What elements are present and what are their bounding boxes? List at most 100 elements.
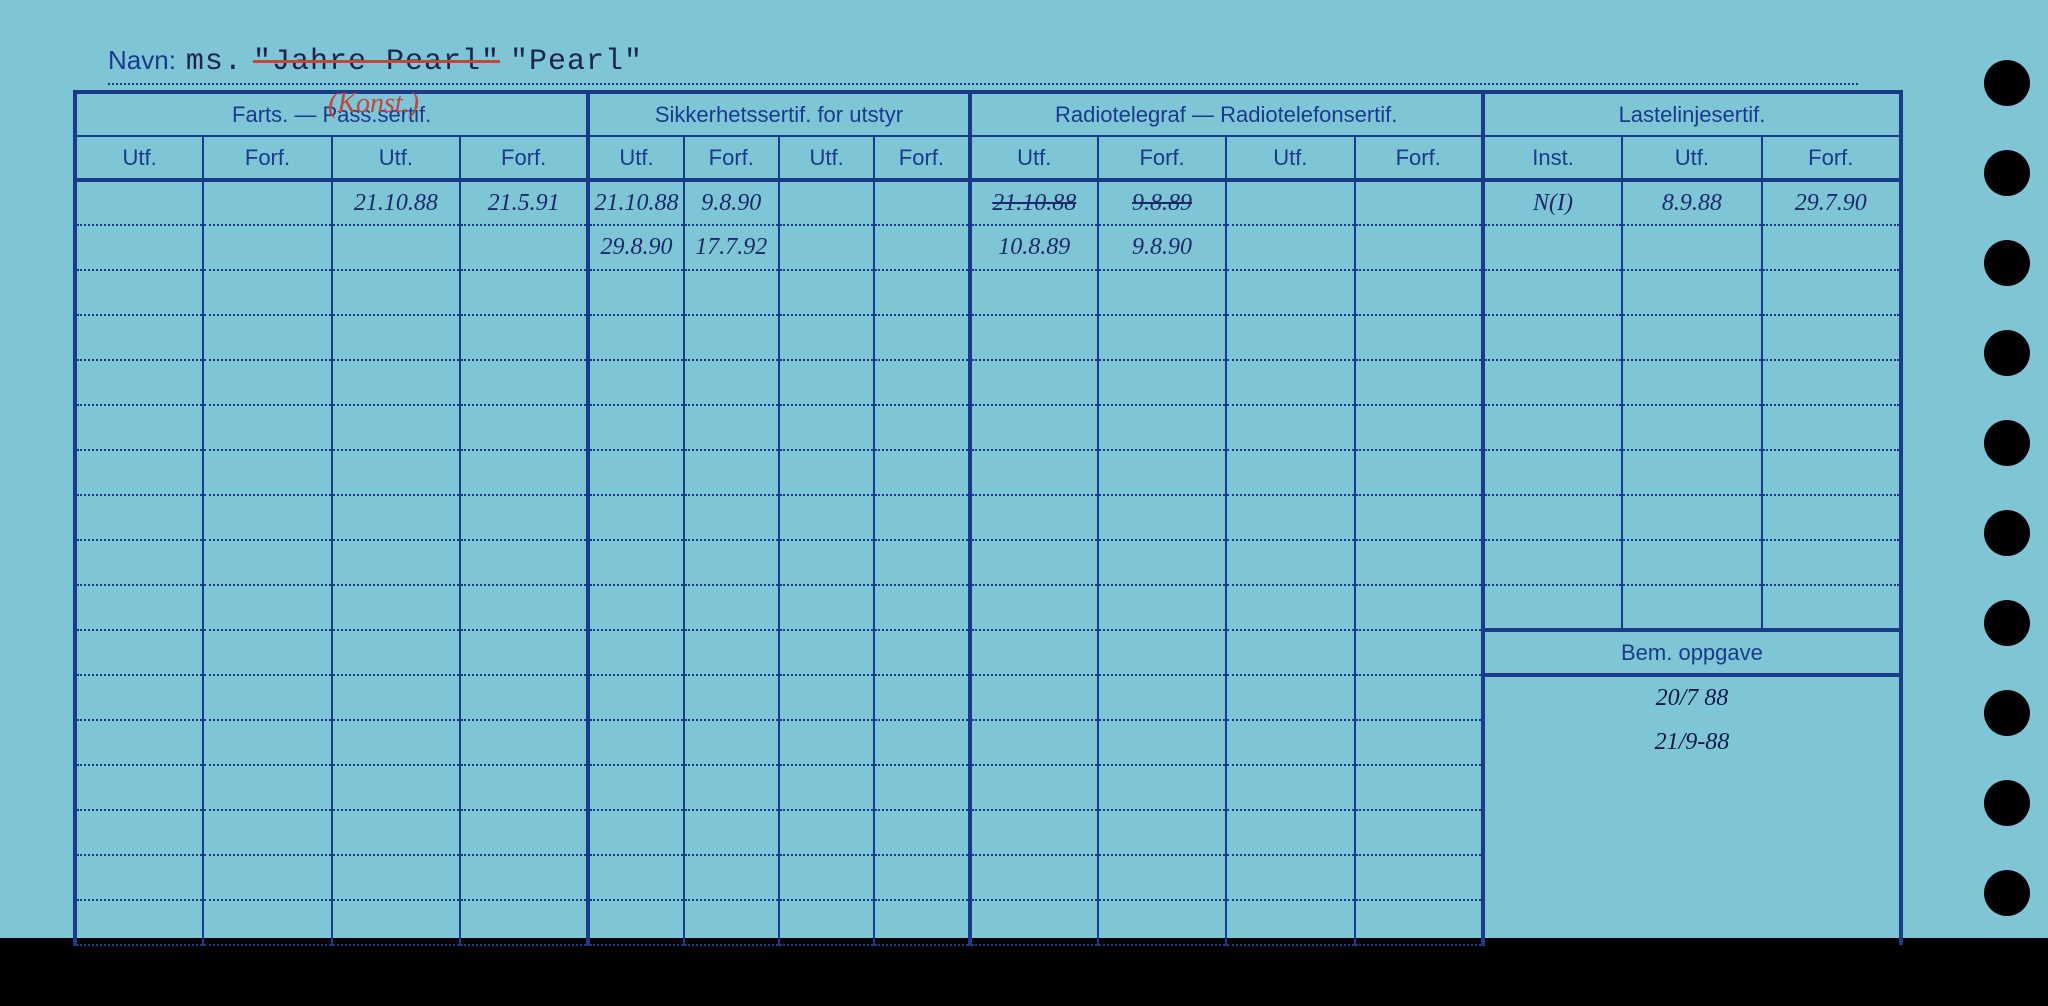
cell: 21.5.91	[460, 180, 588, 225]
cell	[1622, 270, 1761, 315]
cell: 8.9.88	[1622, 180, 1761, 225]
cell	[75, 855, 203, 900]
table-row: 29.8.9017.7.9210.8.899.8.90	[75, 225, 1901, 270]
col-h: Forf.	[203, 136, 331, 180]
cell	[203, 540, 331, 585]
cell	[460, 765, 588, 810]
cell	[460, 405, 588, 450]
cell	[332, 900, 460, 945]
cell	[1098, 540, 1226, 585]
cell	[970, 450, 1098, 495]
cell	[75, 900, 203, 945]
table-row	[75, 540, 1901, 585]
cell	[970, 360, 1098, 405]
cell	[779, 270, 874, 315]
punch-hole	[1984, 600, 2030, 646]
cell	[1355, 405, 1483, 450]
cell	[460, 495, 588, 540]
cell	[874, 270, 969, 315]
table-row	[75, 900, 1901, 945]
cell	[1098, 855, 1226, 900]
cell	[588, 855, 683, 900]
cell	[332, 495, 460, 540]
cell	[332, 225, 460, 270]
cell	[203, 765, 331, 810]
cell	[332, 540, 460, 585]
cell	[588, 405, 683, 450]
cell	[460, 225, 588, 270]
cell	[1483, 315, 1622, 360]
cell	[970, 720, 1098, 765]
col-h: Utf.	[779, 136, 874, 180]
cell	[203, 360, 331, 405]
cell	[970, 900, 1098, 945]
cell	[332, 630, 460, 675]
col-h: Forf.	[460, 136, 588, 180]
cell	[1226, 855, 1354, 900]
cell	[75, 315, 203, 360]
cell	[460, 450, 588, 495]
cell	[684, 675, 779, 720]
punch-hole	[1984, 780, 2030, 826]
cell	[779, 225, 874, 270]
header-row-cols: Utf. Forf. Utf. Forf. Utf. Forf. Utf. Fo…	[75, 136, 1901, 180]
cell	[874, 450, 969, 495]
punch-hole	[1984, 690, 2030, 736]
table-row	[75, 765, 1901, 810]
cell	[1355, 855, 1483, 900]
cell	[203, 810, 331, 855]
col-h: Utf.	[332, 136, 460, 180]
table-row	[75, 585, 1901, 630]
konst-annotation: (Konst.)	[328, 88, 419, 120]
cell	[1622, 540, 1761, 585]
cell	[970, 675, 1098, 720]
col-h: Utf.	[1226, 136, 1354, 180]
cell	[1483, 585, 1622, 630]
cell	[1226, 360, 1354, 405]
cell	[970, 630, 1098, 675]
cell	[1355, 180, 1483, 225]
table-row	[75, 360, 1901, 405]
cell: 9.8.89	[1098, 180, 1226, 225]
cell	[332, 855, 460, 900]
cell	[684, 900, 779, 945]
cell	[588, 630, 683, 675]
col-h: Utf.	[75, 136, 203, 180]
cell	[1355, 360, 1483, 405]
cell: 10.8.89	[970, 225, 1098, 270]
cell: 9.8.90	[684, 180, 779, 225]
cell	[588, 765, 683, 810]
bem-entry: 21/9-88	[1483, 720, 1901, 765]
cell	[1226, 900, 1354, 945]
cell	[588, 495, 683, 540]
cell	[332, 765, 460, 810]
cell	[874, 855, 969, 900]
cell	[684, 855, 779, 900]
cell	[874, 405, 969, 450]
cell	[1355, 270, 1483, 315]
cell	[75, 405, 203, 450]
group-laste: Lastelinjesertif.	[1483, 92, 1901, 136]
cell	[75, 270, 203, 315]
cell	[1098, 765, 1226, 810]
cell	[1226, 270, 1354, 315]
table-row	[75, 450, 1901, 495]
table-body: 21.10.8821.5.9121.10.889.8.9021.10.889.8…	[75, 180, 1901, 945]
punch-hole	[1984, 240, 2030, 286]
navn-label: Navn:	[108, 45, 176, 76]
cell	[684, 450, 779, 495]
cell	[874, 810, 969, 855]
cell	[1226, 540, 1354, 585]
cell	[1355, 495, 1483, 540]
cell	[684, 765, 779, 810]
cell	[1226, 810, 1354, 855]
cell	[1483, 495, 1622, 540]
cell	[684, 630, 779, 675]
cell	[1762, 540, 1901, 585]
col-h: Utf.	[588, 136, 683, 180]
cell	[332, 270, 460, 315]
cell	[779, 720, 874, 765]
cell	[970, 495, 1098, 540]
cell	[460, 585, 588, 630]
table-row: Bem. oppgave	[75, 630, 1901, 675]
